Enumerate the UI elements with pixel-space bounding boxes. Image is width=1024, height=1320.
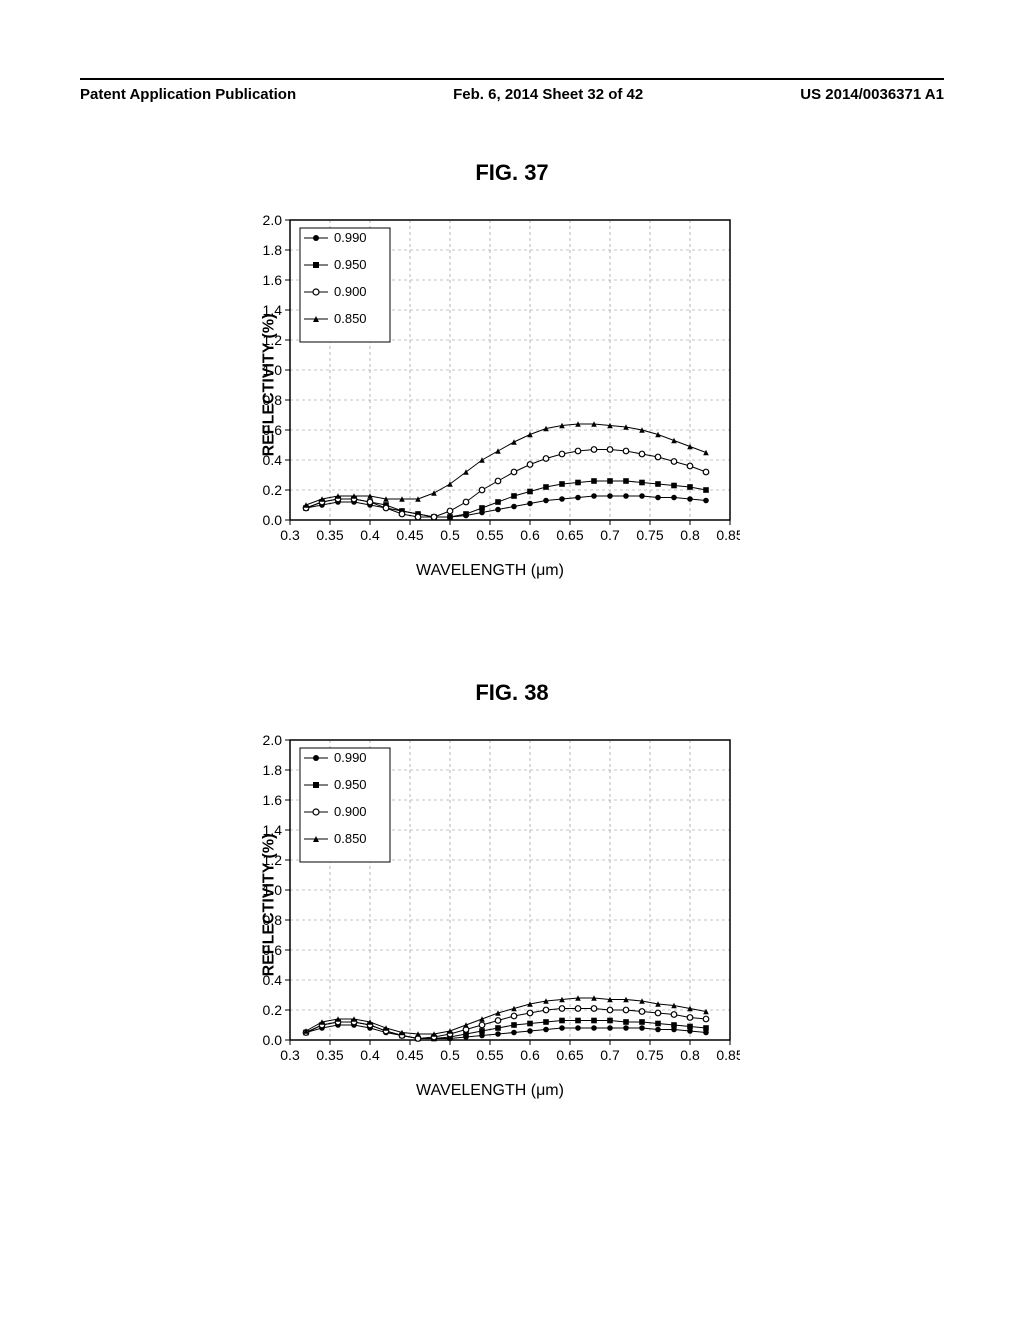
x-axis-label: WAVELENGTH (μm) xyxy=(416,1082,564,1100)
x-tick-label: 0.55 xyxy=(476,1047,503,1063)
legend-label: 0.850 xyxy=(334,831,367,846)
legend-label: 0.850 xyxy=(334,311,367,326)
y-tick-label: 1.6 xyxy=(263,272,283,288)
x-tick-label: 0.55 xyxy=(476,527,503,543)
x-tick-label: 0.8 xyxy=(680,527,700,543)
y-tick-label: 0.0 xyxy=(263,512,283,528)
chart: 0.3 0.35 0.4 0.45 0.5 0.55 0.6 0.65 0.7 0.75 0.8 0.… xyxy=(240,210,740,560)
x-tick-label: 0.7 xyxy=(600,527,620,543)
figure-title: FIG. 38 xyxy=(0,680,1024,706)
x-tick-label: 0.6 xyxy=(520,1047,540,1063)
y-tick-label: 0.0 xyxy=(263,1032,283,1048)
legend-label: 0.990 xyxy=(334,230,367,245)
x-axis-label: WAVELENGTH (μm) xyxy=(416,562,564,580)
y-tick-label: 1.6 xyxy=(263,792,283,808)
x-tick-label: 0.5 xyxy=(440,527,460,543)
chart: 0.3 0.35 0.4 0.45 0.5 0.55 0.6 0.65 0.7 0.75 0.8 0.… xyxy=(240,730,740,1080)
x-tick-label: 0.65 xyxy=(556,527,583,543)
x-tick-label: 0.6 xyxy=(520,527,540,543)
x-tick-label: 0.75 xyxy=(636,527,663,543)
x-tick-label: 0.35 xyxy=(316,1047,343,1063)
y-tick-label: 1.8 xyxy=(263,242,283,258)
x-tick-label: 0.5 xyxy=(440,1047,460,1063)
x-tick-label: 0.3 xyxy=(280,1047,300,1063)
x-tick-label: 0.45 xyxy=(396,527,423,543)
legend-label: 0.950 xyxy=(334,257,367,272)
x-tick-label: 0.85 xyxy=(716,1047,740,1063)
y-tick-label: 2.0 xyxy=(263,732,283,748)
y-tick-label: 0.2 xyxy=(263,1002,283,1018)
x-tick-label: 0.35 xyxy=(316,527,343,543)
legend-label: 0.900 xyxy=(334,284,367,299)
y-axis-label: REFLECTIVITY (%) xyxy=(260,834,278,977)
legend-label: 0.990 xyxy=(334,750,367,765)
y-tick-label: 2.0 xyxy=(263,212,283,228)
x-tick-label: 0.4 xyxy=(360,527,380,543)
chart-svg: 0.3 0.35 0.4 0.45 0.5 0.55 0.6 0.65 0.7 0.75 0.8 0.… xyxy=(240,210,740,560)
x-tick-label: 0.85 xyxy=(716,527,740,543)
x-tick-label: 0.65 xyxy=(556,1047,583,1063)
x-tick-label: 0.3 xyxy=(280,527,300,543)
x-tick-label: 0.4 xyxy=(360,1047,380,1063)
y-axis-label: REFLECTIVITY (%) xyxy=(260,314,278,457)
chart-svg: 0.3 0.35 0.4 0.45 0.5 0.55 0.6 0.65 0.7 0.75 0.8 0.… xyxy=(240,730,740,1080)
figure-title: FIG. 37 xyxy=(0,160,1024,186)
header-right: US 2014/0036371 A1 xyxy=(800,86,944,103)
x-tick-label: 0.8 xyxy=(680,1047,700,1063)
x-tick-label: 0.75 xyxy=(636,1047,663,1063)
x-tick-label: 0.7 xyxy=(600,1047,620,1063)
header-left: Patent Application Publication xyxy=(80,86,296,103)
x-tick-label: 0.45 xyxy=(396,1047,423,1063)
legend-label: 0.950 xyxy=(334,777,367,792)
page-header: Patent Application Publication Feb. 6, 2… xyxy=(80,78,944,103)
y-tick-label: 1.8 xyxy=(263,762,283,778)
y-tick-label: 0.2 xyxy=(263,482,283,498)
header-center: Feb. 6, 2014 Sheet 32 of 42 xyxy=(453,86,643,103)
legend-label: 0.900 xyxy=(334,804,367,819)
